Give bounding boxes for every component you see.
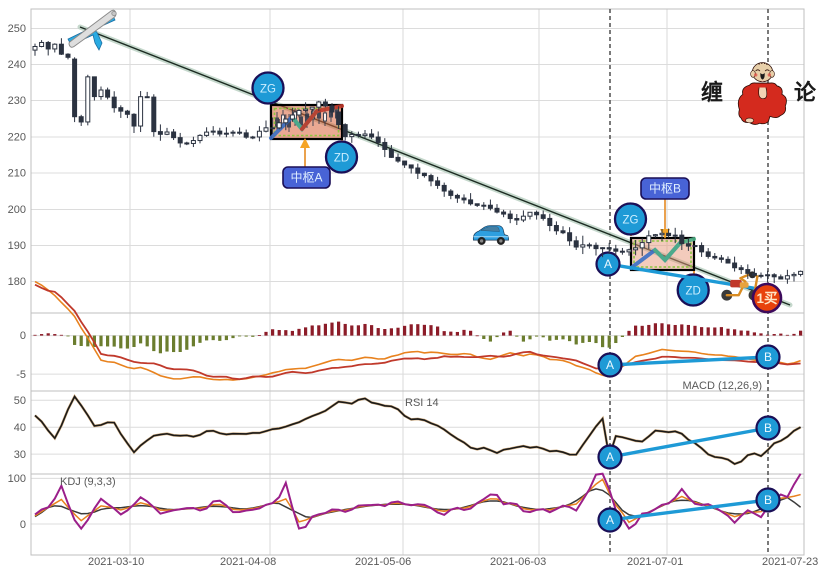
svg-text:2021-05-06: 2021-05-06: [355, 556, 411, 568]
svg-text:2021-07-01: 2021-07-01: [627, 556, 683, 568]
svg-text:中枢B: 中枢B: [649, 181, 681, 196]
svg-text:A: A: [606, 450, 614, 464]
svg-text:2021-03-10: 2021-03-10: [88, 556, 144, 568]
svg-text:180: 180: [8, 276, 26, 288]
svg-text:2021-07-23: 2021-07-23: [762, 556, 818, 568]
svg-text:A: A: [606, 513, 614, 527]
svg-text:230: 230: [8, 95, 26, 107]
svg-text:论: 论: [794, 80, 817, 105]
svg-text:A: A: [604, 257, 612, 271]
svg-text:ZD: ZD: [686, 286, 701, 298]
svg-text:ZG: ZG: [260, 84, 276, 96]
svg-text:1买: 1买: [756, 291, 777, 306]
svg-text:2021-04-08: 2021-04-08: [220, 556, 276, 568]
svg-text:30: 30: [14, 449, 26, 461]
svg-text:210: 210: [8, 168, 26, 180]
svg-text:缠: 缠: [701, 80, 723, 105]
svg-text:200: 200: [8, 204, 26, 216]
svg-text:190: 190: [8, 240, 26, 252]
svg-text:0: 0: [20, 330, 26, 342]
svg-text:240: 240: [8, 59, 26, 71]
svg-text:-5: -5: [16, 369, 26, 381]
svg-text:40: 40: [14, 422, 26, 434]
svg-text:B: B: [764, 493, 772, 507]
svg-text:MACD (12,26,9): MACD (12,26,9): [683, 380, 762, 392]
svg-text:50: 50: [14, 395, 26, 407]
svg-text:220: 220: [8, 132, 26, 144]
svg-text:B: B: [764, 421, 772, 435]
svg-text:2021-06-03: 2021-06-03: [490, 556, 546, 568]
svg-text:KDJ (9,3,3): KDJ (9,3,3): [60, 476, 116, 488]
svg-text:100: 100: [8, 473, 26, 485]
svg-text:中枢A: 中枢A: [290, 170, 322, 185]
svg-text:B: B: [764, 350, 772, 364]
svg-text:250: 250: [8, 23, 26, 35]
svg-text:ZD: ZD: [334, 153, 349, 165]
svg-text:ZG: ZG: [623, 215, 639, 227]
svg-text:0: 0: [20, 519, 26, 531]
svg-text:A: A: [606, 358, 614, 372]
svg-text:RSI 14: RSI 14: [405, 397, 439, 409]
